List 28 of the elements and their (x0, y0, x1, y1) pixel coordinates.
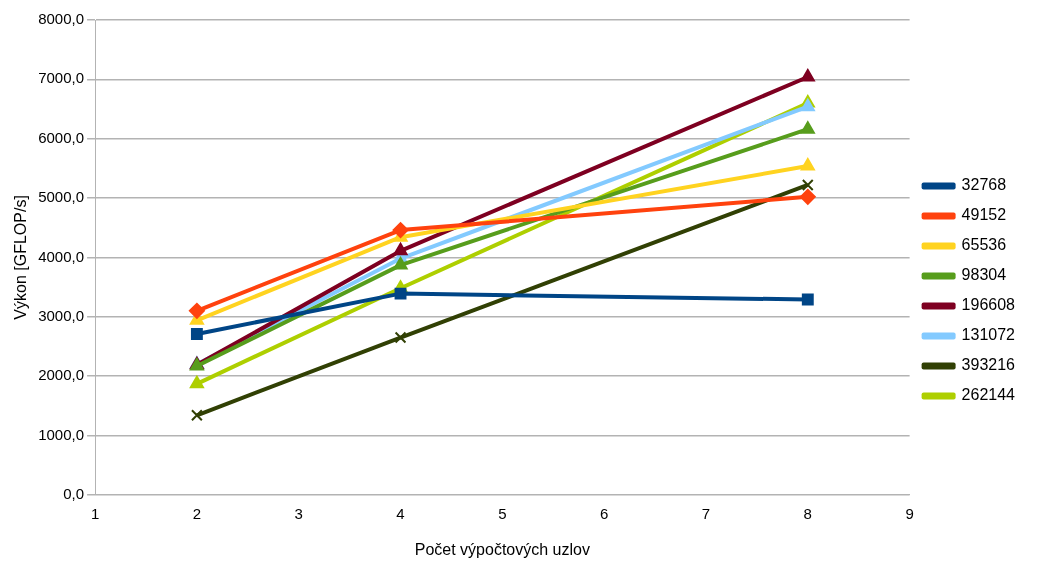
y-tick-label: 3000,0 (38, 306, 85, 324)
legend-label: 393216 (961, 356, 1016, 374)
y-tick-label: 2000,0 (38, 366, 85, 384)
y-tick-label: 1000,0 (38, 425, 85, 443)
y-tick-label: 4000,0 (38, 247, 85, 265)
legend-label: 32768 (961, 176, 1007, 194)
x-axis-title: Počet výpočtových uzlov (414, 540, 590, 558)
legend-label: 65536 (961, 236, 1007, 254)
y-tick-label: 8000,0 (38, 10, 85, 28)
y-tick-label: 6000,0 (38, 128, 85, 146)
x-tick-label: 8 (803, 504, 812, 522)
x-tick-label: 2 (192, 504, 202, 522)
y-tick-label: 0,0 (63, 484, 85, 502)
x-tick-label: 5 (498, 504, 507, 522)
x-tick-label: 7 (701, 504, 711, 522)
legend-label: 98304 (961, 266, 1007, 284)
legend-label: 262144 (961, 386, 1016, 404)
y-tick-label: 5000,0 (38, 188, 85, 206)
legend-label: 196608 (961, 296, 1016, 314)
x-tick-label: 4 (396, 504, 405, 522)
x-tick-label: 3 (294, 504, 303, 522)
y-tick-label: 7000,0 (38, 69, 85, 87)
y-axis-title: Výkon [GFLOP/s] (12, 195, 30, 320)
legend-label: 131072 (961, 326, 1016, 344)
legend-label: 49152 (961, 206, 1007, 224)
x-tick-label: 1 (90, 504, 100, 522)
x-tick-label: 9 (905, 504, 914, 522)
x-tick-label: 6 (599, 504, 609, 522)
